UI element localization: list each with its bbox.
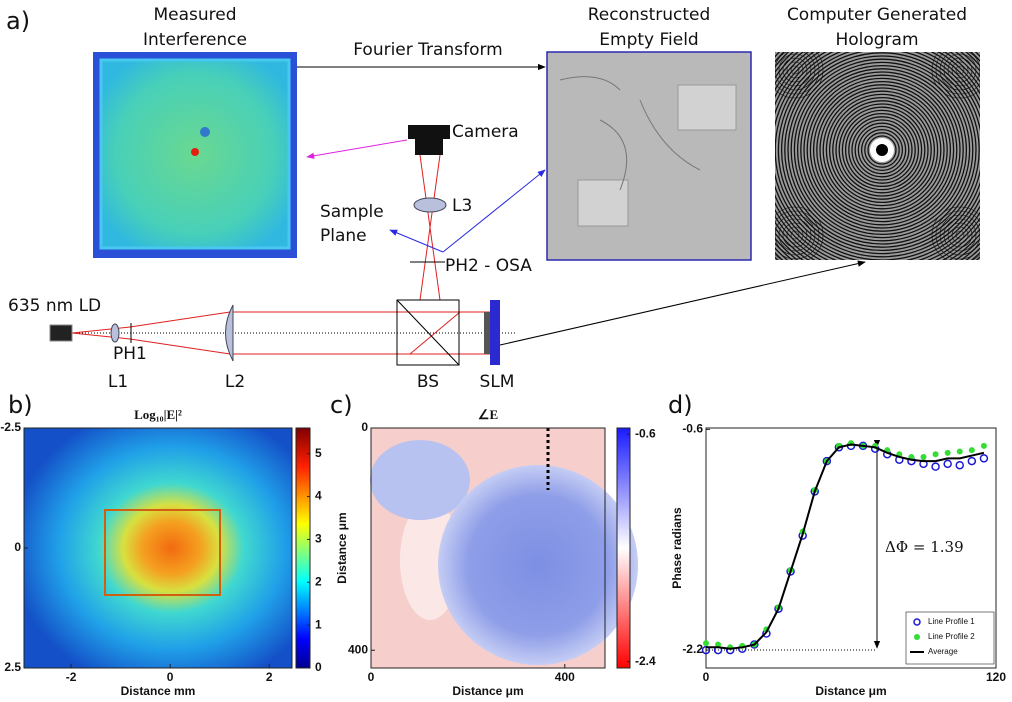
colorbar-tick-label: -2.4 xyxy=(635,654,656,668)
y-axis-label: Distance mm xyxy=(0,511,2,586)
colorbar-tick-label: -0.6 xyxy=(635,426,656,440)
colorbar-tick-label: 3 xyxy=(315,532,322,546)
data-point xyxy=(921,454,927,460)
figure: a) Measured Interference Reconstructed E… xyxy=(0,0,1012,702)
y-tick-label: 2.5 xyxy=(4,660,21,674)
data-point xyxy=(981,443,987,449)
label: L3 xyxy=(452,196,472,216)
image-title: Interference xyxy=(143,30,247,50)
image-title: Reconstructed xyxy=(588,5,711,25)
laser-diode xyxy=(50,325,72,341)
data-point xyxy=(957,448,963,454)
camera xyxy=(415,139,443,155)
heatmap-image xyxy=(370,428,638,668)
annotation: ΔΦ = 1.39 xyxy=(885,538,964,556)
data-point xyxy=(968,458,975,465)
label: L2 xyxy=(225,372,245,392)
y-tick-label: 0 xyxy=(361,420,368,434)
arrow xyxy=(390,230,443,252)
lens xyxy=(414,198,446,212)
colorbar xyxy=(296,428,310,668)
label: PH2 - OSA xyxy=(445,256,532,276)
x-tick-label: 400 xyxy=(555,670,575,684)
image-title: Empty Field xyxy=(599,30,698,50)
y-tick-label: 400 xyxy=(348,642,368,656)
y-tick-label: -2.5 xyxy=(0,420,21,434)
panel-label: c) xyxy=(330,391,353,419)
y-tick-label: -2.2 xyxy=(682,642,703,656)
camera xyxy=(408,125,450,139)
colorbar-tick-label: 4 xyxy=(315,489,322,503)
data-point xyxy=(703,640,709,646)
x-tick-label: 0 xyxy=(703,670,710,684)
x-tick-label: 0 xyxy=(368,670,375,684)
label: Camera xyxy=(452,122,519,142)
measured-image xyxy=(93,52,297,258)
y-tick-label: -0.6 xyxy=(682,422,703,436)
reconstructed-image xyxy=(547,52,751,260)
colorbar-tick-label: 2 xyxy=(315,574,322,588)
beam xyxy=(410,312,460,354)
legend-label: Line Profile 2 xyxy=(928,632,975,641)
label: BS xyxy=(417,372,439,392)
heatmap-image xyxy=(24,428,292,668)
slm xyxy=(484,312,490,354)
legend-label: Line Profile 1 xyxy=(928,617,975,626)
chart-title: ∠E xyxy=(478,407,498,422)
x-axis-label: Distance mm xyxy=(121,684,196,698)
label: SLM xyxy=(480,372,515,392)
lens xyxy=(111,324,119,342)
label: PH1 xyxy=(113,344,147,364)
image-title: Computer Generated xyxy=(787,5,967,25)
label: L1 xyxy=(108,372,128,392)
chart-title: Log₁₀|E|² xyxy=(134,407,182,422)
colorbar xyxy=(617,428,630,668)
panel-label: d) xyxy=(668,391,693,419)
arrow xyxy=(500,262,865,345)
y-tick-label: 0 xyxy=(14,540,21,554)
legend-swatch xyxy=(914,634,920,640)
x-axis-label: Distance μm xyxy=(815,684,886,698)
colorbar-tick-label: 5 xyxy=(315,446,322,460)
x-tick-label: 0 xyxy=(167,670,174,684)
data-point xyxy=(945,450,951,456)
arrow xyxy=(307,140,407,157)
lens xyxy=(226,305,234,361)
data-point xyxy=(933,451,939,457)
arrow-label: Fourier Transform xyxy=(353,40,502,60)
slm xyxy=(490,300,500,365)
image-title: Measured xyxy=(153,5,236,25)
data-point xyxy=(969,447,975,453)
x-tick-label: -2 xyxy=(66,670,77,684)
colorbar-tick-label: 1 xyxy=(315,617,322,631)
legend-label: Average xyxy=(928,647,958,656)
y-axis-label: Phase radians xyxy=(670,507,684,589)
image-title: Hologram xyxy=(835,30,918,50)
data-point xyxy=(944,460,951,467)
label: Sample xyxy=(320,202,384,222)
beam xyxy=(420,155,440,300)
data-point xyxy=(980,455,987,462)
label: Plane xyxy=(320,226,367,246)
y-axis-label: Distance μm xyxy=(335,512,349,583)
panel-label: b) xyxy=(8,391,33,419)
data-point xyxy=(956,462,963,469)
colorbar-tick-label: 0 xyxy=(315,660,322,674)
x-tick-label: 120 xyxy=(986,670,1006,684)
label: 635 nm LD xyxy=(8,296,101,316)
x-axis-label: Distance μm xyxy=(452,684,523,698)
data-point xyxy=(932,463,939,470)
panel-label: a) xyxy=(6,7,30,35)
x-tick-label: 2 xyxy=(266,670,273,684)
